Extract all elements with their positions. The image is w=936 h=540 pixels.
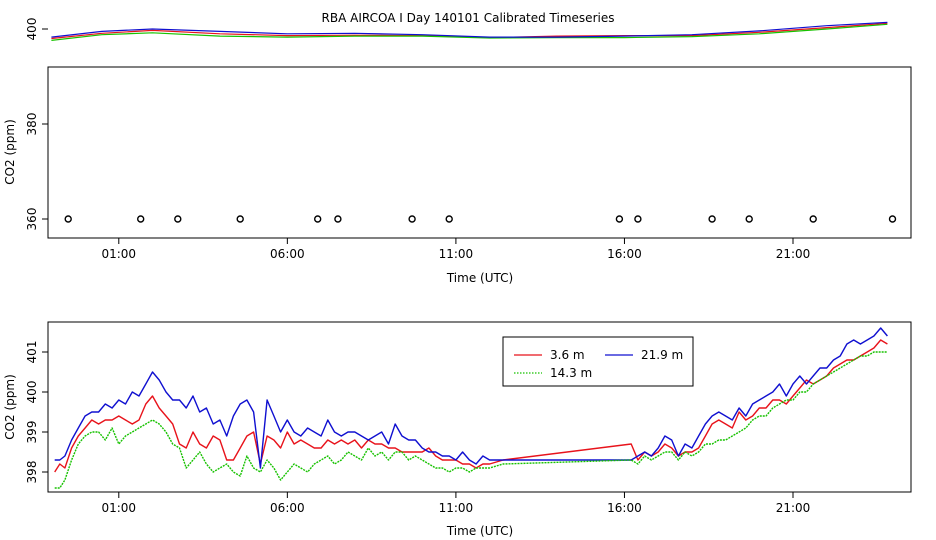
line-panel: 01:00 06:00 11:00 16:00 21:00 398 399 400 401 T… [3,321,912,538]
line-x-tick-label: 16:00 [607,501,642,515]
scatter-y-axis-label: CO2 (ppm) [3,119,17,185]
line-series-0 [54,339,888,473]
chart-title: RBA AIRCOA I Day 140101 Calibrated Times… [322,11,615,25]
outlier-point [809,215,817,223]
line-y-tick-label: 398 [25,461,39,484]
scatter-series-lines [51,21,888,41]
scatter-x-axis: 01:00 06:00 11:00 16:00 21:00 [101,238,810,261]
scatter-plot-frame [47,66,912,239]
line-y-axis-label: CO2 (ppm) [3,374,17,440]
line-x-tick-label: 01:00 [101,501,136,515]
outlier-point [745,215,753,223]
legend: 3.6 m 21.9 m 14.3 m [502,336,694,387]
scatter-x-axis-label: Time (UTC) [446,271,513,285]
scatter-x-tick-label: 21:00 [776,247,811,261]
scatter-x-tick-label: 01:00 [101,247,136,261]
scatter-y-axis: 360380400420440460480 [25,18,48,231]
outlier-point [408,215,416,223]
line-x-tick-label: 21:00 [776,501,811,515]
outlier-points [64,215,897,223]
outlier-point [136,215,145,223]
scatter-y-tick-label: 360 [25,208,39,231]
outlier-point [888,215,897,223]
line-y-tick-label: 401 [25,341,39,364]
line-x-tick-label: 06:00 [270,501,305,515]
line-x-axis: 01:00 06:00 11:00 16:00 21:00 [101,492,810,515]
legend-label-3.6m: 3.6 m [550,348,585,362]
scatter-series-1 [51,23,888,41]
outlier-point [334,215,342,223]
outlier-point [174,215,182,223]
outlier-point [634,215,642,223]
line-x-tick-label: 11:00 [439,501,474,515]
outlier-point [708,215,716,223]
scatter-x-tick-label: 16:00 [607,247,642,261]
legend-label-21.9m: 21.9 m [641,348,683,362]
line-series-1 [54,327,888,469]
line-x-axis-label: Time (UTC) [446,524,513,538]
outlier-point [445,215,453,223]
line-y-tick-label: 399 [25,421,39,444]
line-series [54,327,888,489]
line-y-axis: 398 399 400 401 [25,341,48,484]
legend-label-14.3m: 14.3 m [550,366,592,380]
scatter-series-2 [51,21,888,38]
scatter-x-tick-label: 06:00 [270,247,305,261]
scatter-y-tick-label: 380 [25,113,39,136]
outlier-point [64,215,72,223]
legend-box [502,336,694,387]
line-y-tick-label: 400 [25,381,39,404]
scatter-x-tick-label: 11:00 [439,247,474,261]
outlier-point [615,215,624,223]
line-series-2 [54,351,888,489]
outlier-point [236,215,244,223]
scatter-y-tick-label: 400 [25,18,39,41]
outlier-point [314,215,322,223]
line-plot-frame [47,321,912,493]
